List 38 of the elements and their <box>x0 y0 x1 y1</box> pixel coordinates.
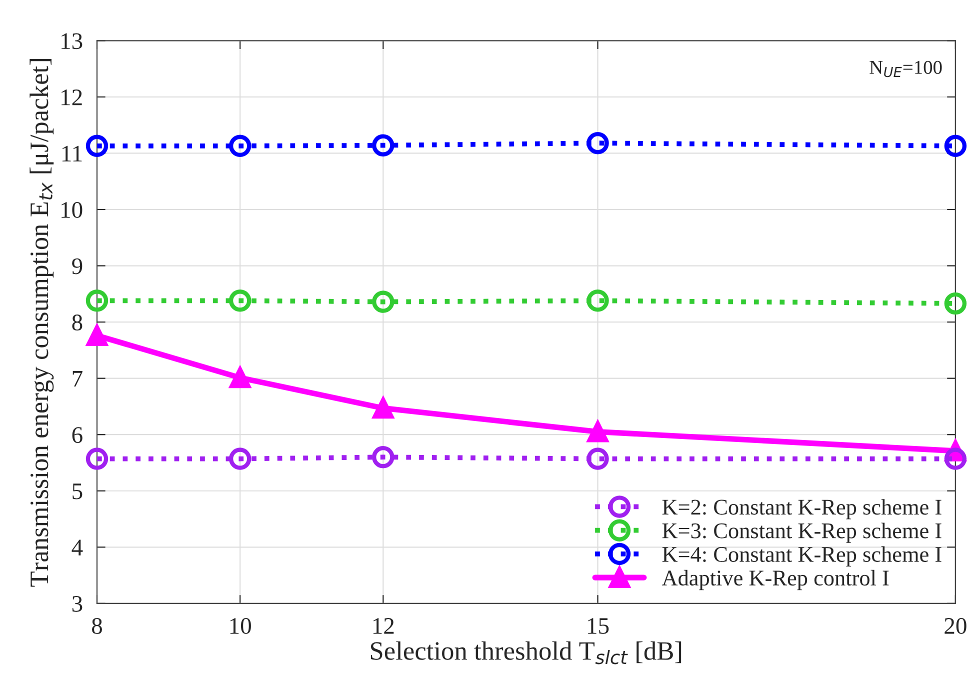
y-axis-title: Transmission energy consumption E$_{tx}$ [μJ/packet] <box>30 59 54 587</box>
y-tick-label: 12 <box>62 90 82 106</box>
y-tick-label: 5 <box>72 484 82 500</box>
point <box>944 292 967 315</box>
legend-label: Adaptive K-Rep control I <box>662 570 889 590</box>
point <box>86 134 108 158</box>
y-tick-label: 8 <box>72 314 82 330</box>
y-tick-label: 3 <box>72 596 82 612</box>
y-tick-label: 6 <box>72 427 82 444</box>
y-tick-label: 13 <box>62 33 82 50</box>
point <box>372 290 394 313</box>
point <box>586 132 609 154</box>
y-tick-label: 7 <box>72 371 82 387</box>
x-tick-label: 10 <box>230 618 251 634</box>
point <box>372 134 394 156</box>
annotation: N$_{UE}$=100 <box>870 60 942 78</box>
y-tick-label: 11 <box>62 146 82 162</box>
point <box>586 448 609 470</box>
legend-label: K=3: Constant K-Rep scheme I <box>662 522 942 543</box>
legend-label: K=4: Constant K-Rep scheme I <box>662 546 942 566</box>
point <box>228 290 252 312</box>
point <box>228 448 252 470</box>
x-tick-label: 20 <box>944 618 966 634</box>
y-tick-label: 10 <box>62 202 82 218</box>
point <box>86 448 108 470</box>
x-tick-label: 8 <box>92 618 102 634</box>
x-axis-title: Selection threshold T$_{slct}$ [dB] <box>370 641 682 664</box>
x-tick-label: 15 <box>588 618 609 634</box>
legend-label: K=2: Constant K-Rep scheme I <box>662 499 942 520</box>
point <box>944 448 967 470</box>
y-tick-label: 4 <box>72 540 83 556</box>
point <box>228 134 252 158</box>
point <box>86 290 108 312</box>
point <box>944 134 967 158</box>
x-tick-label: 12 <box>373 618 394 634</box>
point <box>586 290 609 312</box>
y-tick-label: 9 <box>72 258 82 274</box>
point <box>372 446 394 468</box>
